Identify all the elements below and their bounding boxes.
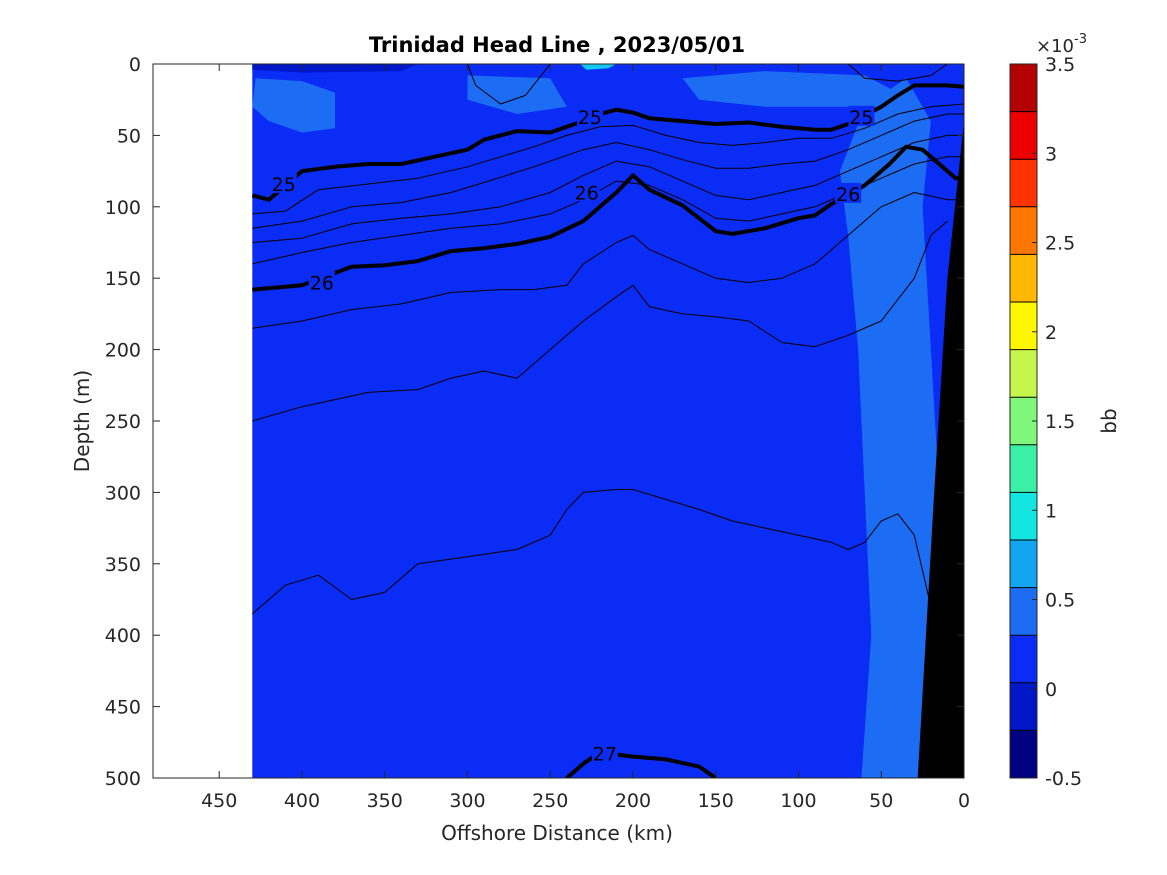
contour-label-26: 26	[575, 183, 599, 205]
contour-label-background	[835, 182, 862, 203]
x-tick-label: 250	[532, 790, 568, 812]
y-tick-label: 200	[105, 340, 141, 362]
contour-line-minor-3	[252, 103, 964, 215]
plot-content	[251, 64, 964, 778]
x-tick-label: 200	[615, 790, 651, 812]
plot-area: 25 25 25 26 26 26 27	[152, 63, 965, 779]
colorbar-tick-label: 1	[1045, 500, 1057, 522]
colorbar-level	[1010, 540, 1037, 589]
y-tick-label: 450	[105, 697, 141, 719]
contour-line-minor-11	[847, 64, 948, 82]
contour-fill-cyan-speck	[580, 64, 617, 70]
x-axis: 450 400 350 300 250 200 150 100 50 0	[201, 64, 970, 812]
contour-fill-nearshore-band	[839, 78, 945, 778]
colorbar-level	[1010, 730, 1037, 779]
contour-fill-surface-patch	[252, 78, 336, 133]
colorbar-level	[1010, 444, 1037, 493]
contour-label-27: 27	[593, 744, 617, 766]
x-tick-label: 400	[284, 790, 320, 812]
contour-label-background	[573, 181, 600, 202]
colorbar-tick-label: -0.5	[1045, 768, 1082, 790]
x-tick-label: 350	[367, 790, 403, 812]
colorbar-tick-label: 0.5	[1045, 590, 1075, 612]
y-tick-label: 50	[117, 125, 141, 147]
x-axis-label: Offshore Distance (km)	[441, 821, 673, 845]
colorbar-exponent-base: ×10	[1036, 36, 1074, 57]
contour-fill-surface-patch-2	[467, 75, 567, 114]
y-tick-label: 500	[105, 768, 141, 790]
contour-label-background	[308, 271, 335, 292]
y-tick-label: 250	[105, 411, 141, 433]
contour-line-25	[251, 83, 964, 202]
colorbar-label: bb	[1097, 408, 1121, 433]
colorbar-tick-label: 3.5	[1045, 54, 1075, 76]
contour-line-minor-8	[252, 220, 948, 422]
y-tick-label: 0	[129, 54, 141, 76]
colorbar-level	[1010, 302, 1037, 351]
y-axis-label: Depth (m)	[70, 370, 94, 472]
colorbar-tick-label: 1.5	[1045, 411, 1075, 433]
contour-line-minor-9	[251, 489, 948, 664]
colorbar-level	[1010, 682, 1037, 731]
x-tick-label: 100	[780, 790, 816, 812]
x-tick-label: 50	[869, 790, 893, 812]
contour-line-minor-5	[252, 134, 964, 243]
contour-line-26	[252, 144, 964, 292]
colorbar-tick-label: 0	[1045, 679, 1057, 701]
contour-label-25: 25	[578, 107, 602, 129]
contour-label-26: 26	[310, 272, 334, 294]
colorbar-level	[1010, 349, 1037, 398]
colorbar-level	[1010, 111, 1037, 160]
contour-label-26: 26	[836, 184, 860, 206]
y-tick-label: 350	[105, 554, 141, 576]
contour-label-background	[576, 105, 603, 126]
x-tick-label: 300	[449, 790, 485, 812]
x-tick-label: 0	[958, 790, 970, 812]
contour-line-27	[565, 750, 717, 778]
colorbar-level	[1010, 64, 1037, 113]
contour-label-25: 25	[849, 107, 873, 129]
y-tick-label: 150	[105, 268, 141, 290]
colorbar-tick-label: 2	[1045, 322, 1057, 344]
contour-label-background	[848, 105, 875, 126]
contour-line-minor-7	[252, 192, 964, 329]
colorbar: 3.5 3 2.5 2 1.5 1 0.5 0 -0.5	[1009, 54, 1082, 790]
x-tick-label: 150	[698, 790, 734, 812]
colorbar-level	[1010, 492, 1037, 541]
y-tick-label: 300	[105, 482, 141, 504]
land-mask	[917, 64, 964, 778]
colorbar-tick-label: 3	[1045, 143, 1057, 165]
contour-line-minor-4	[252, 113, 964, 229]
y-axis: 0 50 100 150 200 250 300 350 400 450 500	[105, 54, 964, 790]
colorbar-exponent-power: -3	[1074, 32, 1087, 47]
colorbar-level	[1010, 254, 1037, 303]
colorbar-level	[1010, 635, 1037, 684]
contour-line-minor-10	[467, 64, 551, 105]
contour-label-background	[270, 172, 297, 193]
contour-fill-shelf-patch	[682, 71, 898, 107]
colorbar-level	[1010, 587, 1037, 636]
chart-title: Trinidad Head Line , 2023/05/01	[369, 33, 745, 57]
y-tick-label: 400	[105, 625, 141, 647]
colorbar-level	[1010, 159, 1037, 208]
colorbar-tick-label: 2.5	[1045, 233, 1075, 255]
contour-fill-surface-dark	[252, 64, 418, 73]
colorbar-level	[1010, 206, 1037, 255]
y-tick-label: 100	[105, 197, 141, 219]
contour-label-background	[591, 742, 618, 763]
contour-line-minor-6	[252, 156, 964, 265]
contour-label-25: 25	[272, 174, 296, 196]
x-tick-label: 450	[201, 790, 237, 812]
colorbar-exponent: ×10-3	[1036, 32, 1087, 57]
